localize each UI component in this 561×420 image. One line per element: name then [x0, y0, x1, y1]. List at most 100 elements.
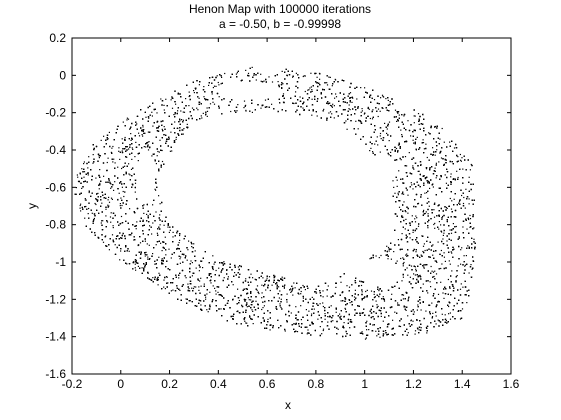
scatter-point — [457, 176, 459, 179]
scatter-point — [432, 147, 434, 149]
scatter-point — [132, 148, 134, 150]
scatter-point — [334, 78, 336, 80]
scatter-point — [245, 109, 247, 111]
scatter-point — [311, 90, 313, 92]
scatter-point — [311, 296, 313, 298]
scatter-point — [205, 298, 207, 300]
scatter-point — [110, 151, 112, 153]
scatter-point — [420, 254, 422, 256]
scatter-point — [155, 182, 157, 184]
scatter-point — [268, 76, 270, 78]
scatter-point — [407, 298, 410, 300]
scatter-point — [356, 312, 358, 314]
scatter-point — [465, 188, 467, 190]
scatter-point — [153, 153, 155, 155]
scatter-point — [441, 231, 443, 233]
scatter-point — [126, 119, 128, 121]
scatter-point — [187, 249, 189, 251]
scatter-point — [136, 221, 138, 223]
scatter-point — [213, 263, 215, 265]
scatter-point — [319, 326, 321, 328]
scatter-point — [193, 243, 195, 245]
scatter-point — [462, 202, 465, 205]
scatter-point — [370, 147, 372, 149]
scatter-point — [459, 199, 461, 201]
scatter-point — [279, 290, 281, 292]
scatter-point — [441, 263, 443, 265]
scatter-point — [141, 134, 143, 136]
scatter-point — [74, 193, 76, 195]
scatter-point — [147, 149, 150, 151]
scatter-point — [388, 250, 390, 252]
scatter-point — [437, 241, 439, 243]
scatter-point — [163, 126, 165, 128]
scatter-point — [421, 235, 423, 237]
scatter-point — [243, 107, 245, 109]
scatter-point — [464, 265, 466, 267]
scatter-point — [161, 128, 163, 130]
scatter-point — [382, 296, 384, 298]
scatter-point — [473, 227, 475, 229]
scatter-point — [118, 147, 120, 149]
scatter-point — [134, 182, 137, 184]
scatter-point — [378, 257, 380, 259]
scatter-point — [124, 165, 126, 167]
scatter-point — [415, 268, 417, 270]
scatter-point — [91, 212, 93, 214]
scatter-point — [453, 147, 456, 149]
scatter-point — [411, 184, 413, 186]
scatter-point — [208, 84, 210, 86]
scatter-point — [164, 288, 166, 290]
scatter-point — [422, 245, 425, 247]
scatter-point — [88, 191, 90, 194]
scatter-point — [172, 236, 174, 238]
scatter-point — [108, 249, 110, 251]
scatter-point — [406, 267, 408, 269]
scatter-point — [167, 282, 169, 284]
scatter-point — [119, 158, 121, 160]
scatter-point — [213, 103, 216, 105]
scatter-point — [361, 281, 363, 283]
scatter-point — [88, 156, 90, 158]
scatter-point — [432, 254, 434, 256]
scatter-point — [369, 258, 371, 260]
scatter-point — [100, 222, 102, 224]
scatter-point — [98, 157, 100, 159]
scatter-point — [245, 322, 247, 324]
scatter-point — [100, 139, 102, 141]
scatter-point — [406, 255, 408, 257]
scatter-point — [304, 289, 306, 291]
scatter-point — [111, 198, 113, 200]
scatter-point — [391, 286, 393, 288]
axes-box — [71, 37, 512, 375]
scatter-point — [265, 289, 267, 291]
scatter-point — [402, 257, 404, 259]
scatter-point — [128, 173, 130, 175]
scatter-point — [96, 200, 99, 202]
scatter-point — [398, 111, 400, 113]
scatter-point — [368, 329, 370, 331]
scatter-point — [85, 205, 87, 208]
scatter-point — [413, 273, 415, 275]
scatter-point — [175, 103, 177, 105]
scatter-point — [354, 289, 356, 291]
scatter-point — [107, 157, 109, 159]
scatter-point — [460, 160, 462, 162]
scatter-point — [141, 267, 143, 269]
scatter-point — [413, 115, 415, 117]
scatter-point — [205, 114, 207, 116]
scatter-point — [396, 120, 398, 122]
scatter-point — [323, 108, 325, 110]
scatter-point — [178, 277, 180, 279]
scatter-point — [424, 249, 426, 252]
scatter-point — [215, 293, 217, 295]
scatter-point — [412, 139, 414, 141]
scatter-point — [445, 206, 447, 209]
scatter-point — [369, 150, 371, 152]
scatter-point — [446, 207, 448, 209]
scatter-point — [111, 147, 113, 149]
scatter-point — [319, 78, 321, 80]
scatter-point — [183, 111, 186, 113]
scatter-point — [324, 318, 326, 320]
scatter-point — [379, 110, 381, 112]
